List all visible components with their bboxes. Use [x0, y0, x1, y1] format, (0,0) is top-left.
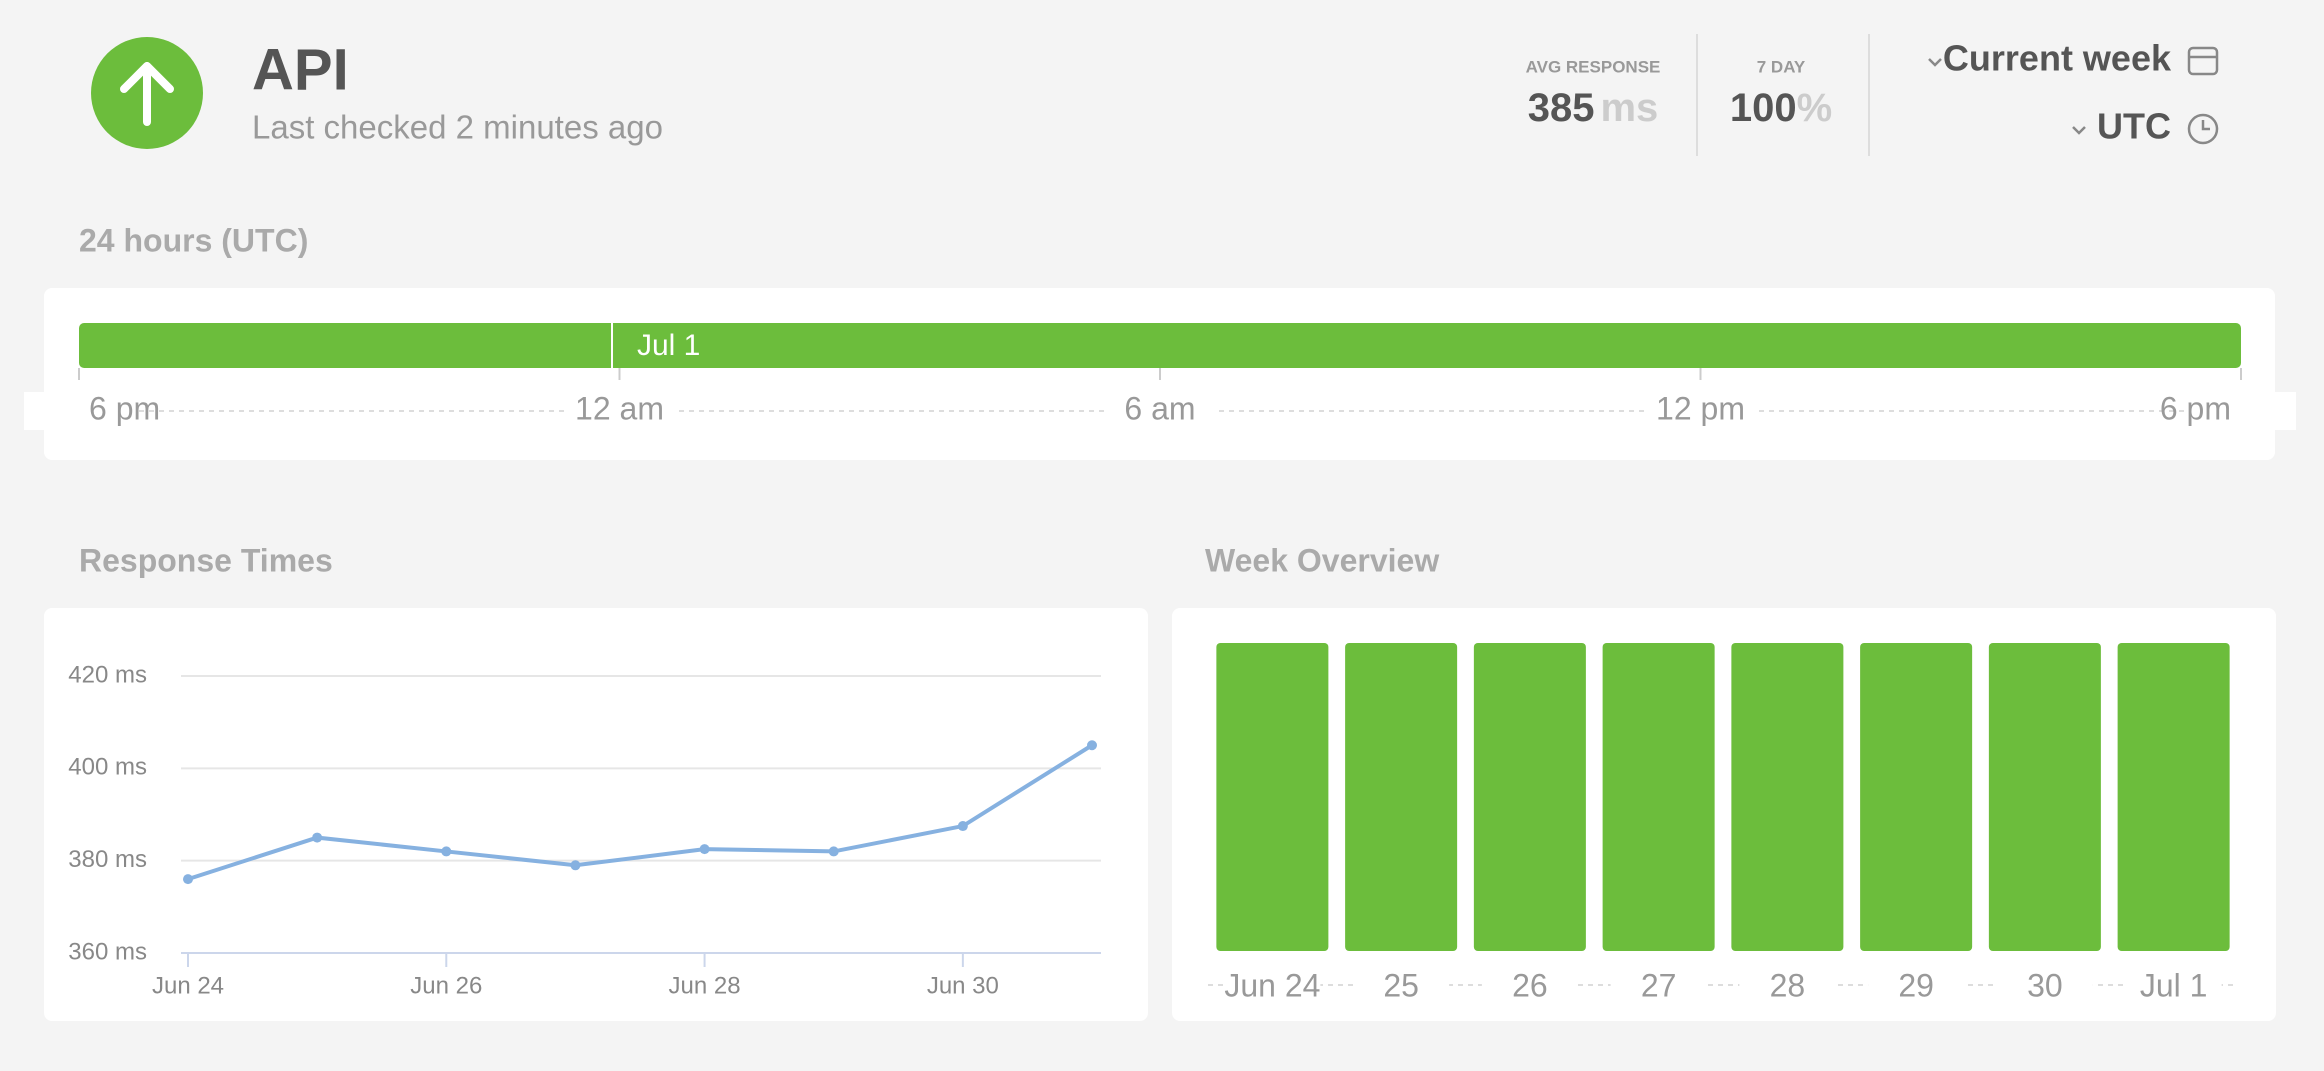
- clock-hands: [2201, 120, 2210, 131]
- chevron: [1928, 58, 1942, 67]
- x-tick-label: 26: [1512, 967, 1548, 1003]
- tick-bg: [2186, 392, 2296, 430]
- up-arrow: [120, 62, 174, 126]
- x-tick-label: Jun 30: [927, 972, 999, 999]
- tick-bg: [1645, 392, 1756, 430]
- bar: [2117, 643, 2230, 951]
- label-bg: [1610, 968, 1707, 1004]
- x-tick-label: Jun 26: [410, 972, 482, 999]
- timeline-tick-label: 6 pm: [89, 390, 160, 426]
- section-title: 24 hours (UTC): [79, 222, 308, 258]
- stat-number: 100: [1730, 86, 1797, 130]
- label-bg: [1739, 968, 1836, 1004]
- tick-bg: [24, 392, 134, 430]
- x-tick-label: Jun 24: [1224, 967, 1320, 1003]
- tick-bg: [564, 392, 675, 430]
- timezone-label[interactable]: UTC: [2097, 106, 2171, 147]
- bar: [1860, 643, 1973, 951]
- chevron: [2072, 126, 2086, 135]
- bar: [1988, 643, 2101, 951]
- y-tick-label: 420 ms: [68, 661, 147, 688]
- bar: [1473, 643, 1586, 951]
- point: [570, 860, 581, 871]
- x-tick-label: 25: [1383, 967, 1419, 1003]
- label-bg: [1481, 968, 1578, 1004]
- label-bg: [1996, 968, 2093, 1004]
- x-tick-label: Jun 28: [669, 972, 741, 999]
- timeline-tick-label: 12 am: [575, 390, 664, 426]
- card: [1172, 608, 2276, 1021]
- clock-icon: [2187, 113, 2219, 145]
- point: [183, 874, 193, 885]
- label-bg: [2125, 968, 2222, 1004]
- point: [699, 844, 710, 855]
- y-tick-label: 380 ms: [68, 846, 147, 873]
- timeline-tick-label: 6 am: [1124, 390, 1195, 426]
- x-tick-label: 28: [1770, 967, 1806, 1003]
- date-label: Jul 1: [637, 329, 700, 362]
- point: [1087, 740, 1097, 751]
- x-tick-label: 27: [1641, 967, 1677, 1003]
- point: [312, 832, 323, 843]
- stat-label: AVG RESPONSE: [1526, 57, 1661, 76]
- stat-value: 100%: [1730, 86, 1832, 130]
- point: [957, 821, 968, 832]
- response-line: [187, 743, 1094, 882]
- tick-bg: [1105, 392, 1215, 430]
- bar: [1731, 643, 1844, 951]
- label-bg: [1224, 968, 1321, 1004]
- point: [441, 846, 452, 857]
- x-tick-label: Jul 1: [2140, 967, 2208, 1003]
- timezone-select[interactable]: UTC: [2072, 106, 2219, 147]
- bar: [1345, 643, 1458, 951]
- card: [44, 608, 1148, 1021]
- stat-unit: ms: [1600, 86, 1658, 130]
- stat-value: 385 ms: [1528, 86, 1659, 130]
- uptime-bar: [79, 323, 2241, 368]
- stat-number: 385: [1528, 86, 1595, 130]
- y-tick-label: 400 ms: [68, 754, 147, 781]
- section-title: Week Overview: [1205, 542, 1439, 578]
- label-bg: [1868, 968, 1965, 1004]
- period-select[interactable]: Current week: [1928, 38, 2219, 79]
- timeline-tick-label: 12 pm: [1656, 390, 1745, 426]
- timeline-tick-label: 6 pm: [2160, 390, 2231, 426]
- title: API: [252, 37, 349, 102]
- x-tick-label: 30: [2027, 967, 2063, 1003]
- label-bg: [1353, 968, 1450, 1004]
- x-tick-label: Jun 24: [152, 972, 224, 999]
- x-tick-label: 29: [1898, 967, 1934, 1003]
- bar: [1216, 643, 1329, 951]
- subtitle: Last checked 2 minutes ago: [252, 109, 663, 146]
- period-label[interactable]: Current week: [1943, 38, 2172, 79]
- stat-label: 7 DAY: [1757, 57, 1806, 76]
- calendar-icon: [2187, 46, 2219, 76]
- point: [828, 846, 839, 857]
- stat-unit: %: [1797, 86, 1833, 130]
- section-title: Response Times: [79, 542, 333, 578]
- y-tick-label: 360 ms: [68, 938, 147, 965]
- bar: [1602, 643, 1715, 951]
